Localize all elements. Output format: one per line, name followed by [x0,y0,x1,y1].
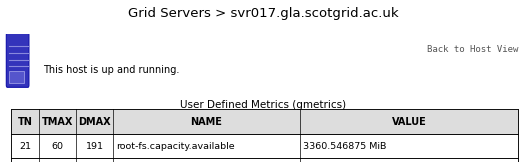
Text: 21: 21 [19,142,31,151]
Text: VALUE: VALUE [391,117,427,127]
Bar [9,71,24,83]
Text: TMAX: TMAX [42,117,74,127]
Bar [11,134,518,158]
Text: This host is up and running.: This host is up and running. [43,65,179,75]
Text: root-fs.capacity.available: root-fs.capacity.available [116,142,235,151]
Text: Grid Servers > svr017.gla.scotgrid.ac.uk: Grid Servers > svr017.gla.scotgrid.ac.uk [128,7,398,20]
Text: 191: 191 [86,142,104,151]
Bar [11,109,518,134]
FancyBboxPatch shape [6,33,29,87]
Text: 3360.546875 MiB: 3360.546875 MiB [303,142,387,151]
Text: NAME: NAME [190,117,222,127]
Text: Back to Host View: Back to Host View [427,45,518,54]
Text: User Defined Metrics (gmetrics): User Defined Metrics (gmetrics) [180,100,346,110]
Text: DMAX: DMAX [78,117,111,127]
Text: 60: 60 [52,142,64,151]
Text: TN: TN [17,117,33,127]
Bar [11,158,518,162]
